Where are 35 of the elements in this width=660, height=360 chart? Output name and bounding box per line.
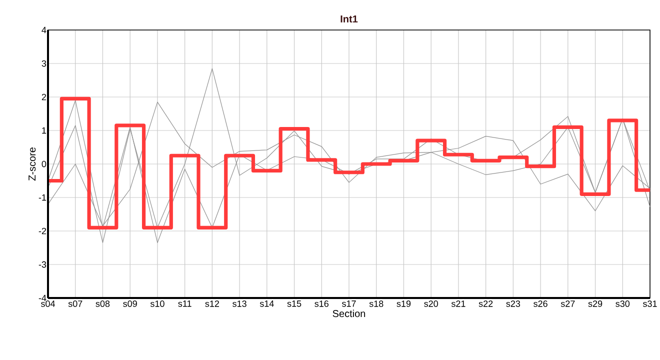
x-tick-label: s13 (232, 300, 246, 307)
x-tick-label: s19 (396, 300, 411, 307)
y-tick-label: -2 (38, 228, 46, 234)
x-tick-label: s22 (478, 300, 493, 307)
y-tick-label: 3 (42, 60, 46, 67)
chart-title: Int1 (340, 16, 358, 22)
x-tick-label: s12 (205, 300, 219, 307)
x-tick-label: s10 (150, 300, 164, 307)
x-tick-label: s30 (616, 300, 630, 307)
y-tick-label: -3 (38, 261, 46, 268)
y-tick-label: 0 (42, 160, 46, 168)
x-tick-label: s23 (506, 300, 520, 307)
x-tick-label: s07 (68, 300, 82, 307)
x-tick-label: s04 (41, 300, 55, 307)
y-tick-label: -1 (38, 194, 46, 201)
x-tick-label: s21 (451, 300, 466, 307)
y-tick-label: 1 (42, 127, 46, 134)
x-tick-label: s14 (260, 300, 274, 307)
x-tick-label: s27 (560, 300, 575, 307)
x-tick-label: s09 (123, 300, 137, 307)
x-tick-label: s11 (178, 300, 192, 307)
x-tick-label: s17 (342, 300, 356, 307)
x-tick-label: s31 (643, 300, 657, 307)
y-tick-label: 4 (42, 26, 46, 34)
y-axis-title: Z-score (28, 148, 36, 181)
x-tick-label: s29 (588, 300, 602, 307)
x-tick-label: s26 (534, 300, 548, 307)
x-tick-label: s15 (287, 300, 302, 307)
x-tick-label: s16 (314, 300, 328, 307)
x-tick-label: s08 (96, 300, 110, 307)
x-tick-label: s20 (424, 300, 438, 307)
y-tick-label: -4 (38, 294, 46, 302)
x-tick-label: s18 (369, 300, 384, 307)
y-tick-label: 2 (42, 94, 46, 100)
x-axis-title: Section (332, 310, 366, 318)
